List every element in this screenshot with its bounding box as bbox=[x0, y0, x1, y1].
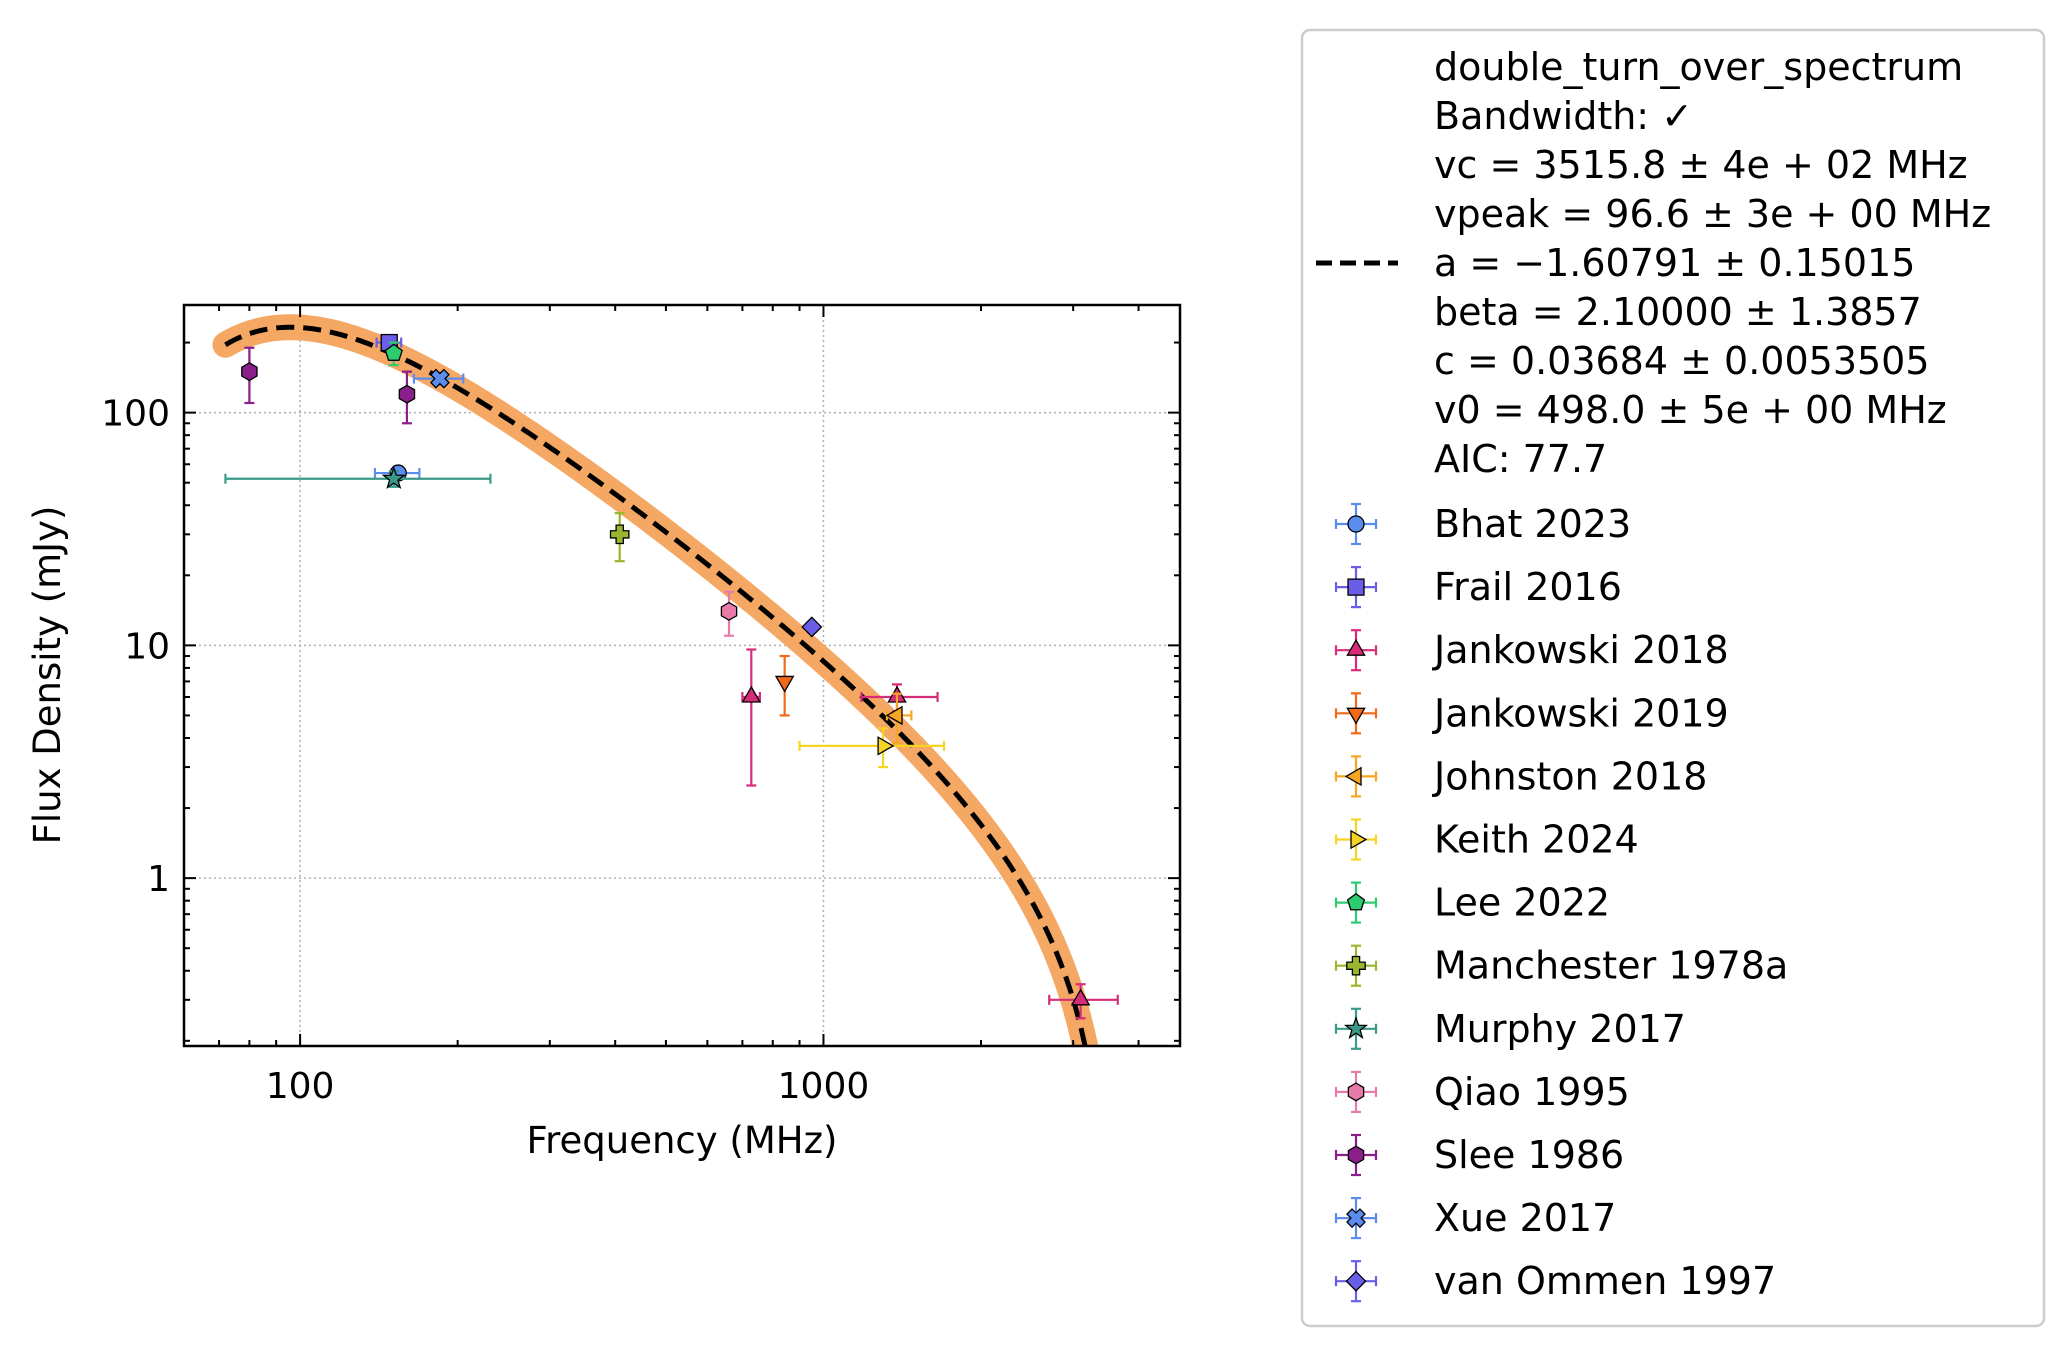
data-point bbox=[801, 616, 823, 638]
series-jankowski-2019 bbox=[774, 654, 795, 717]
series-slee-1986 bbox=[241, 346, 416, 425]
data-point bbox=[741, 685, 762, 703]
series-qiao-1995 bbox=[720, 590, 738, 637]
legend-fit-line: v0 = 498.0 ± 5e + 00 MHz bbox=[1434, 388, 1947, 432]
legend-label: Jankowski 2018 bbox=[1432, 628, 1729, 672]
data-point bbox=[384, 343, 403, 361]
fit-curve bbox=[224, 324, 1088, 1046]
legend-marker bbox=[1347, 578, 1365, 596]
legend-label: Bhat 2023 bbox=[1434, 502, 1631, 546]
legend-marker bbox=[1350, 829, 1368, 850]
data-point bbox=[241, 362, 258, 382]
legend-marker bbox=[1344, 766, 1362, 787]
legend-marker bbox=[1347, 1145, 1365, 1165]
legend-item: Xue 2017 bbox=[1334, 1196, 1616, 1240]
legend-marker bbox=[1343, 1016, 1369, 1040]
x-tick-label: 1000 bbox=[778, 1066, 870, 1107]
error-bar bbox=[741, 648, 761, 787]
legend-marker bbox=[1346, 1208, 1366, 1229]
legend-item: Murphy 2017 bbox=[1334, 1007, 1686, 1051]
series-van-ommen-1997 bbox=[801, 616, 823, 638]
data-point bbox=[609, 524, 630, 545]
legend-item: Manchester 1978a bbox=[1334, 944, 1788, 988]
grid-lines bbox=[184, 305, 1180, 1046]
legend-item: Lee 2022 bbox=[1334, 881, 1610, 925]
legend-label: Slee 1986 bbox=[1434, 1133, 1624, 1177]
data-point bbox=[720, 601, 738, 621]
legend-marker bbox=[1347, 515, 1365, 533]
legend-label: Frail 2016 bbox=[1434, 565, 1622, 609]
legend-marker bbox=[1345, 1270, 1367, 1292]
legend-frame bbox=[1300, 28, 2046, 1328]
legend-item: Bhat 2023 bbox=[1334, 502, 1631, 546]
legend-item: Slee 1986 bbox=[1334, 1133, 1624, 1177]
y-axis-label: Flux Density (mJy) bbox=[26, 506, 69, 845]
x-tick-label: 100 bbox=[266, 1066, 335, 1107]
legend-item: Johnston 2018 bbox=[1334, 754, 1707, 798]
legend-marker bbox=[1347, 1082, 1365, 1102]
data-point bbox=[877, 736, 895, 756]
legend-fit-line: c = 0.03684 ± 0.0053505 bbox=[1434, 339, 1930, 383]
error-bar bbox=[224, 470, 492, 488]
data-point bbox=[429, 368, 450, 389]
plot-frame bbox=[182, 303, 1182, 1048]
legend-fit-line: vpeak = 96.6 ± 3e + 00 MHz bbox=[1434, 192, 1991, 236]
legend-item: van Ommen 1997 bbox=[1334, 1259, 1776, 1303]
x-axis-label: Frequency (MHz) bbox=[527, 1119, 838, 1162]
legend-fit-line: AIC: 77.7 bbox=[1434, 437, 1607, 481]
fit-line-path bbox=[224, 324, 1088, 1046]
legend-fit-line: double_turn_over_spectrum bbox=[1434, 45, 1963, 89]
legend-fit-line: vc = 3515.8 ± 4e + 02 MHz bbox=[1434, 143, 1968, 187]
legend-label: Jankowski 2019 bbox=[1432, 691, 1729, 735]
legend-label: Lee 2022 bbox=[1434, 881, 1610, 925]
legend-item: Frail 2016 bbox=[1334, 565, 1622, 609]
data-point bbox=[398, 384, 416, 404]
legend-label: Qiao 1995 bbox=[1434, 1070, 1630, 1114]
legend-marker bbox=[1346, 638, 1366, 656]
data-points bbox=[224, 333, 1119, 1020]
y-tick-label: 100 bbox=[101, 394, 170, 435]
legend-label: Manchester 1978a bbox=[1434, 944, 1788, 988]
axis-ticks bbox=[183, 305, 1180, 1046]
legend-fit-line: beta = 2.10000 ± 1.3857 bbox=[1434, 290, 1922, 334]
data-point bbox=[774, 675, 795, 693]
legend-item: Jankowski 2018 bbox=[1334, 628, 1729, 672]
data-point bbox=[1070, 988, 1091, 1006]
legend-label: Murphy 2017 bbox=[1434, 1007, 1686, 1051]
legend-fit-line: Bandwidth: ✓ bbox=[1434, 94, 1693, 138]
legend-fit-entry: double_turn_over_spectrum Bandwidth: ✓ vc … bbox=[1316, 45, 1991, 481]
legend-label: Keith 2024 bbox=[1434, 818, 1639, 862]
y-tick-label: 1 bbox=[147, 859, 170, 900]
legend-label: Xue 2017 bbox=[1434, 1196, 1616, 1240]
y-tick-labels: 1 10 100 bbox=[101, 394, 170, 901]
series-manchester-1978a bbox=[609, 512, 630, 563]
series-murphy-2017 bbox=[224, 465, 492, 490]
legend-label: Johnston 2018 bbox=[1432, 754, 1707, 798]
fit-uncertainty-band bbox=[212, 314, 1099, 1046]
legend-marker bbox=[1346, 955, 1366, 976]
legend-fit-line: a = −1.60791 ± 0.15015 bbox=[1434, 241, 1915, 285]
legend-label: van Ommen 1997 bbox=[1434, 1259, 1776, 1303]
data-point bbox=[381, 465, 406, 490]
data-point bbox=[885, 705, 903, 726]
legend-item: Jankowski 2019 bbox=[1334, 691, 1729, 735]
legend-item: Qiao 1995 bbox=[1334, 1070, 1630, 1114]
legend-marker bbox=[1346, 892, 1366, 911]
y-tick-label: 10 bbox=[124, 626, 170, 667]
series-lee-2022 bbox=[384, 341, 403, 367]
legend-series-entries: Bhat 2023 Frail 2016 Jankowski 2018 Jankows… bbox=[1334, 502, 1788, 1303]
legend-item: Keith 2024 bbox=[1334, 818, 1639, 862]
series-keith-2024 bbox=[798, 727, 946, 769]
series-jankowski-2018 bbox=[741, 648, 1119, 1020]
series-johnston-2018 bbox=[885, 692, 913, 745]
fit-band-path bbox=[212, 314, 1099, 1046]
series-xue-2017 bbox=[412, 368, 465, 389]
legend-marker bbox=[1346, 707, 1366, 725]
legend: double_turn_over_spectrum Bandwidth: ✓ vc … bbox=[1300, 28, 2046, 1328]
x-tick-labels: 100 1000 bbox=[266, 1066, 870, 1107]
